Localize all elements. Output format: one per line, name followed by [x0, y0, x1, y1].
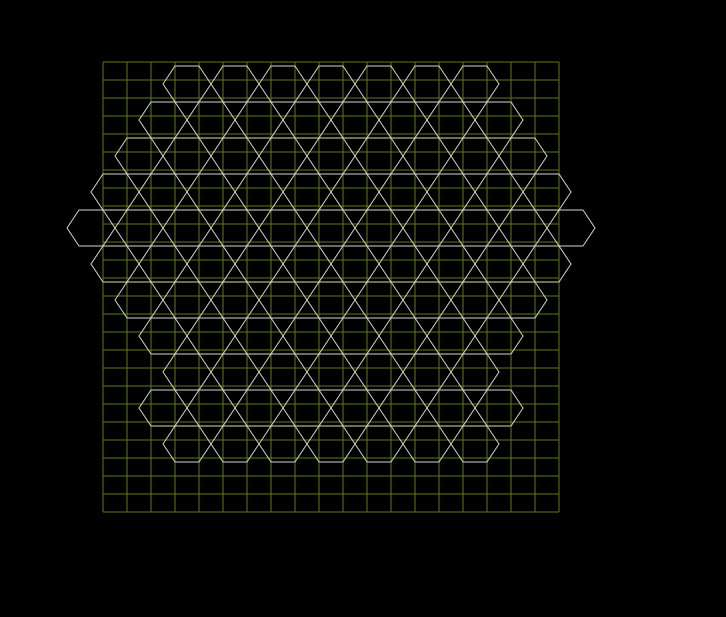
hex-grid-diagram: [0, 0, 726, 617]
background: [0, 0, 726, 617]
